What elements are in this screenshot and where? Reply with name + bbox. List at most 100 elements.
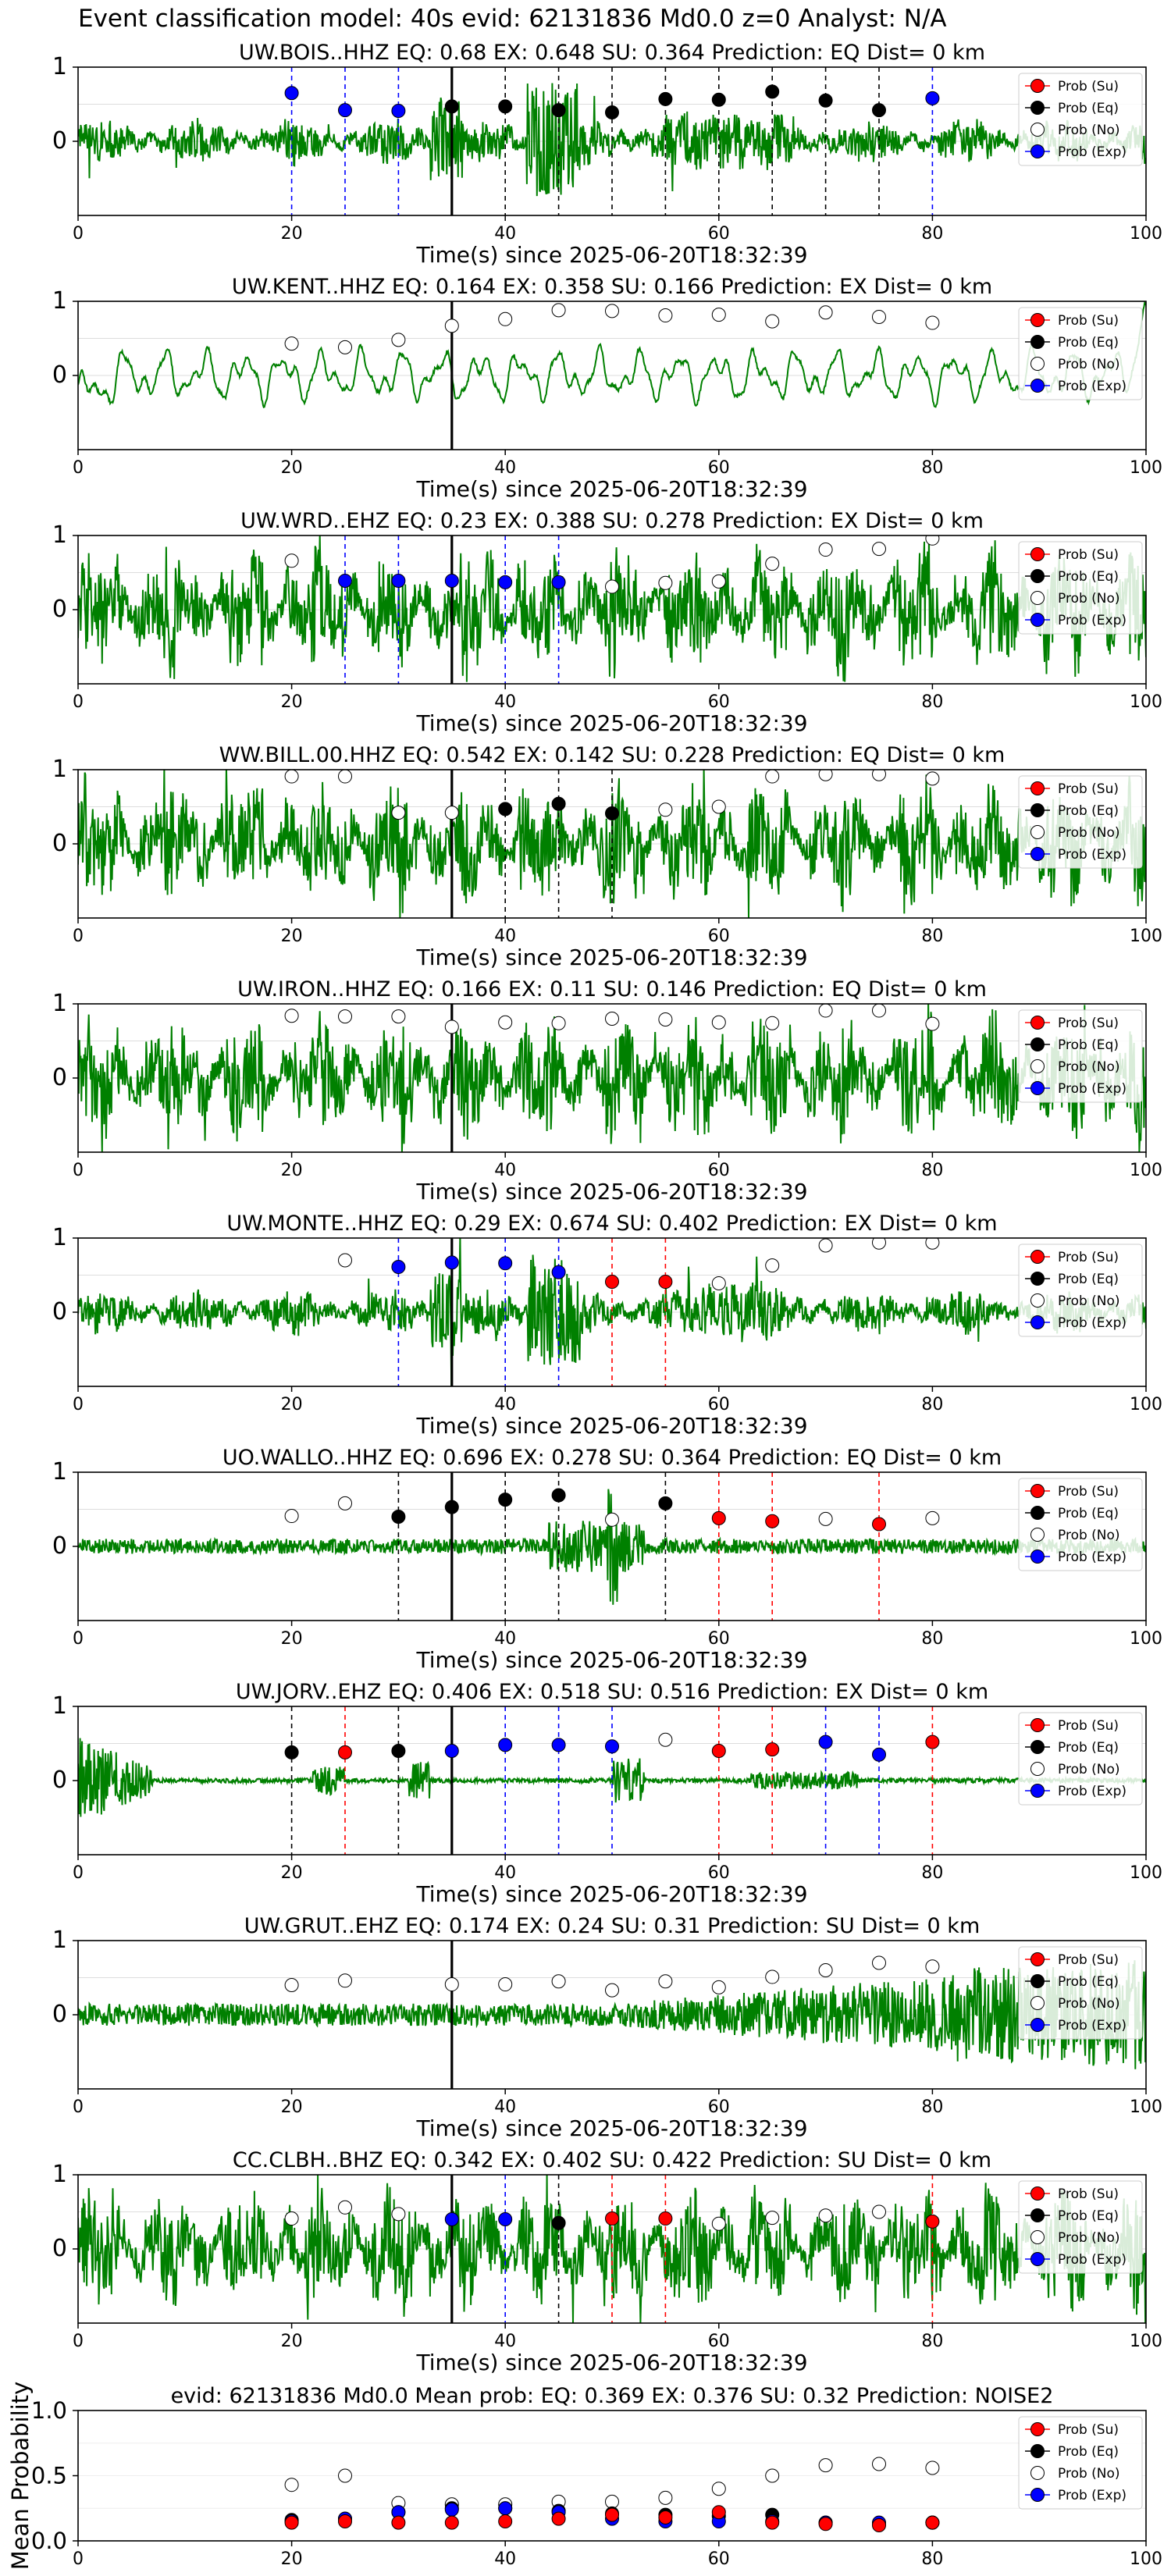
prob-point-no: [925, 1959, 940, 1974]
plot-area: [78, 2175, 1146, 2323]
x-tick-label: 100: [1130, 1863, 1162, 1883]
mean-prob-point-su: [818, 2517, 833, 2532]
legend-marker-no: [1030, 2466, 1045, 2480]
x-tick-label: 100: [1130, 1395, 1162, 1414]
x-tick-label: 60: [708, 2097, 730, 2117]
legend-marker-eq: [1030, 2444, 1045, 2458]
legend-label-eq: Prob (Eq): [1058, 2208, 1119, 2224]
prob-point-no: [711, 2216, 726, 2231]
x-tick-label: 40: [494, 1161, 516, 1180]
prob-point-exp: [444, 1255, 459, 1270]
prob-point-eq: [498, 802, 513, 817]
legend-marker-exp: [1030, 1550, 1045, 1564]
legend-marker-eq: [1030, 1037, 1045, 1051]
x-tick-label: 40: [494, 2332, 516, 2351]
mean-prob-point-su: [605, 2507, 619, 2522]
prob-point-exp: [391, 1260, 406, 1275]
prob-point-exp: [551, 1738, 566, 1752]
legend-label-no: Prob (No): [1058, 2230, 1120, 2246]
prob-point-no: [284, 553, 299, 568]
prob-point-eq: [711, 92, 726, 107]
chart-panel-9: UW.GRUT..EHZ EQ: 0.174 EX: 0.24 SU: 0.31…: [52, 1914, 1162, 2141]
legend-label-no: Prob (No): [1058, 1996, 1120, 2012]
mean-prob-point-su: [338, 2514, 352, 2528]
x-tick-label: 60: [708, 224, 730, 244]
prob-point-su: [925, 1735, 940, 1749]
prob-point-no: [605, 1012, 619, 1026]
waveform-line: [78, 1489, 1146, 1605]
legend-marker-eq: [1030, 2208, 1045, 2222]
legend-label-eq: Prob (Eq): [1058, 1974, 1119, 1990]
legend-box: [1018, 1009, 1143, 1103]
prob-point-exp: [605, 1739, 619, 1754]
prob-point-su: [872, 1517, 886, 1532]
prob-point-no: [711, 1015, 726, 1030]
legend-label-exp: Prob (Exp): [1058, 2252, 1127, 2268]
mean-prob-point-su: [284, 2515, 299, 2530]
legend-label-exp: Prob (Exp): [1058, 1550, 1127, 1565]
prob-point-no: [284, 336, 299, 351]
axes-frame: [77, 301, 1147, 450]
prob-point-eq: [444, 99, 459, 114]
y-tick-label: 0: [52, 361, 67, 389]
x-tick-label: 80: [921, 927, 943, 946]
x-tick-label: 80: [921, 224, 943, 244]
prob-point-no: [498, 1977, 513, 1992]
legend-marker-su: [1030, 79, 1045, 93]
prob-point-no: [658, 308, 673, 323]
x-tick-label: 20: [281, 1863, 303, 1883]
x-tick-label: 100: [1130, 458, 1162, 478]
prob-point-exp: [498, 1738, 513, 1752]
x-tick-label: 40: [494, 224, 516, 244]
y-tick-label: 0: [52, 127, 67, 155]
prob-point-no: [551, 1016, 566, 1030]
x-tick-label: 100: [1130, 1161, 1162, 1180]
x-tick-label: 60: [708, 1863, 730, 1883]
legend-marker-eq: [1030, 1974, 1045, 1988]
legend-marker-eq: [1030, 101, 1045, 115]
prob-point-exp: [338, 103, 352, 118]
legend-marker-exp: [1030, 379, 1045, 393]
y-tick-label: 1: [52, 756, 67, 783]
prob-point-no: [391, 1009, 406, 1024]
prob-point-no: [765, 314, 780, 329]
x-tick-label: 0: [73, 458, 84, 478]
prob-point-no: [872, 1238, 886, 1250]
chart-title: UW.WRD..EHZ EQ: 0.23 EX: 0.388 SU: 0.278…: [240, 509, 984, 533]
plot-area: [78, 1238, 1146, 1386]
mean-prob-point-su: [872, 2517, 886, 2532]
legend-box: [1018, 2180, 1143, 2274]
x-axis-label: Time(s) since 2025-06-20T18:32:39: [415, 945, 807, 970]
y-tick-label: 1: [52, 990, 67, 1017]
y-tick-label: 0: [52, 2235, 67, 2262]
legend-box: [1018, 73, 1143, 166]
y-tick-label: 1: [52, 287, 67, 315]
x-axis-label: Time(s) since 2025-06-20T18:32:39: [415, 710, 807, 736]
x-tick-label: 0: [73, 1629, 84, 1649]
mean-prob-point-no: [338, 2468, 352, 2483]
y-tick-label: 1: [52, 1224, 67, 1251]
legend-marker-eq: [1030, 1272, 1045, 1286]
chart-title: WW.BILL.00.HHZ EQ: 0.542 EX: 0.142 SU: 0…: [219, 743, 1005, 767]
prob-point-no: [338, 1009, 352, 1024]
legend-label-eq: Prob (Eq): [1058, 1740, 1119, 1756]
prob-point-no: [338, 770, 352, 784]
prob-point-no: [818, 2208, 833, 2223]
prob-point-eq: [551, 1488, 566, 1503]
prob-point-exp: [498, 1256, 513, 1271]
legend-marker-exp: [1030, 1784, 1045, 1798]
axes-frame: [77, 1940, 1147, 2090]
prob-point-eq: [284, 1745, 299, 1759]
x-axis-label: Time(s) since 2025-06-20T18:32:39: [415, 1179, 807, 1204]
mean-prob-point-no: [925, 2460, 940, 2475]
prob-point-no: [605, 1983, 619, 1998]
prob-point-no: [765, 557, 780, 571]
prob-point-no: [765, 1258, 780, 1273]
legend-marker-su: [1030, 1952, 1045, 1966]
y-tick-label: 1.0: [31, 2397, 67, 2424]
x-tick-label: 60: [708, 692, 730, 712]
prob-point-no: [391, 2207, 406, 2222]
legend-box: [1018, 1244, 1143, 1337]
legend-label-su: Prob (Su): [1058, 1016, 1119, 1031]
